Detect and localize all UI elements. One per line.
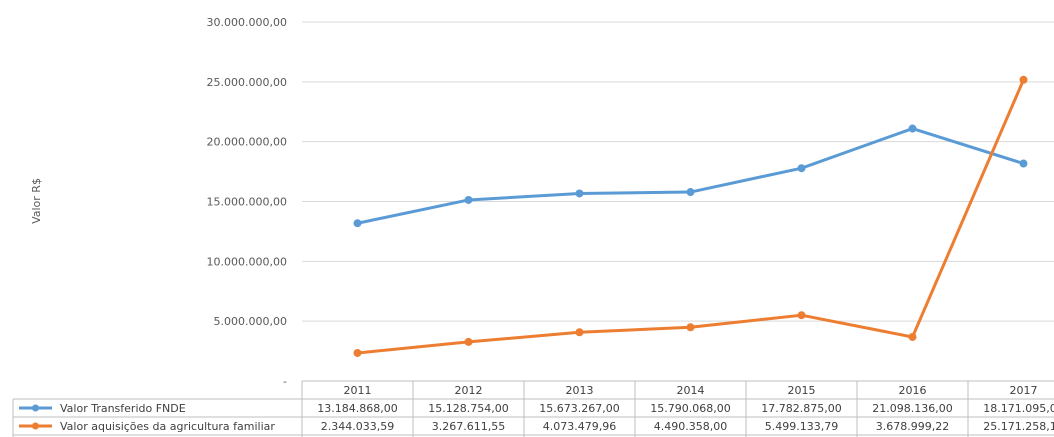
x-tick-label: 2011 — [344, 384, 372, 397]
data-label: 15.790.068,00 — [650, 402, 730, 415]
x-tick-label: 2015 — [788, 384, 816, 397]
data-label: 5.499.133,79 — [765, 420, 838, 433]
data-label: 25.171.258,10 — [983, 420, 1054, 433]
x-tick-label: 2014 — [677, 384, 705, 397]
series-lines — [353, 75, 1028, 357]
y-axis-ticks: 30.000.000,00 25.000.000,00 20.000.000,00 1… — [207, 16, 288, 388]
data-point — [1019, 75, 1028, 84]
data-point — [797, 164, 806, 173]
x-tick-label: 2017 — [1010, 384, 1038, 397]
series-line — [357, 79, 1025, 355]
y-tick-label: 10.000.000,00 — [207, 255, 287, 268]
data-label: 18.171.095,00 — [983, 402, 1054, 415]
gridlines — [302, 21, 1054, 322]
y-tick-label: 15.000.000,00 — [207, 196, 287, 209]
data-label: 13.184.868,00 — [317, 402, 397, 415]
legend-entry: Valor aquisições da agricultura familiar — [60, 420, 275, 433]
series-line — [357, 127, 1024, 225]
data-label: 21.098.136,00 — [872, 402, 952, 415]
data-label: 15.673.267,00 — [539, 402, 619, 415]
data-point — [575, 189, 584, 198]
data-point — [353, 219, 362, 228]
data-point — [797, 311, 806, 320]
x-tick-label: 2016 — [899, 384, 927, 397]
data-label: 3.678.999,22 — [876, 420, 949, 433]
data-label: 4.490.358,00 — [654, 420, 727, 433]
x-tick-label: 2013 — [566, 384, 594, 397]
data-label: 4.073.479,96 — [543, 420, 616, 433]
legend-key-marker — [32, 404, 39, 412]
legend-entry: Valor Transferido FNDE — [60, 402, 186, 415]
data-point — [908, 332, 917, 341]
data-point — [686, 188, 695, 197]
data-point — [575, 328, 584, 337]
data-point — [464, 195, 473, 204]
data-point — [353, 348, 362, 357]
data-label: 3.267.611,55 — [432, 420, 505, 433]
data-label: 15.128.754,00 — [428, 402, 508, 415]
data-point — [686, 323, 695, 332]
data-table: 2011 2012 2013 2014 2015 2016 2017 Valor Transf… — [12, 380, 1054, 437]
data-point — [464, 337, 473, 346]
data-point — [1019, 159, 1028, 168]
y-tick-label: 25.000.000,00 — [207, 76, 287, 89]
y-tick-label: 30.000.000,00 — [207, 16, 287, 29]
data-point — [908, 124, 917, 133]
data-label: 2.344.033,59 — [321, 420, 394, 433]
y-tick-label: - — [283, 375, 287, 388]
data-label: 17.782.875,00 — [761, 402, 841, 415]
legend-key-marker — [32, 422, 39, 430]
x-tick-label: 2012 — [455, 384, 483, 397]
y-tick-label: 20.000.000,00 — [207, 136, 287, 149]
y-tick-label: 5.000.000,00 — [214, 315, 287, 328]
y-axis-label: Valor R$ — [30, 178, 43, 224]
